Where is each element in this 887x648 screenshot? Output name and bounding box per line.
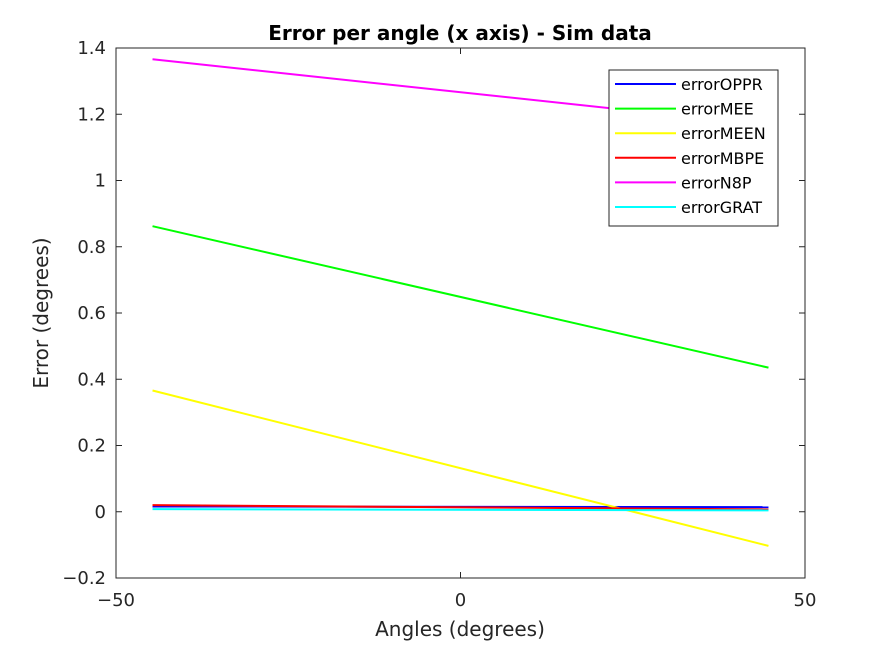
y-tick-label: 0 — [95, 502, 106, 523]
y-tick-label: 0.4 — [77, 369, 106, 390]
y-tick-label: 1 — [95, 171, 106, 192]
x-axis-label: Angles (degrees) — [375, 617, 545, 641]
legend-label-errorMEE: errorMEE — [681, 100, 754, 119]
legend-items: errorOPPR errorMEE errorMEEN errorMBPE error… — [615, 75, 766, 217]
series-line-errorMEE — [152, 225, 769, 369]
legend-label-errorMBPE: errorMBPE — [681, 149, 764, 168]
legend-label-errorGRAT: errorGRAT — [681, 198, 762, 217]
y-axis-label: Error (degrees) — [29, 237, 53, 388]
chart-title: Error per angle (x axis) - Sim data — [268, 21, 652, 45]
y-tick-label: 1.4 — [77, 38, 106, 59]
legend-label-errorN8P: errorN8P — [681, 173, 752, 192]
y-tick-label: 1.2 — [77, 104, 106, 125]
legend-label-errorMEEN: errorMEEN — [681, 124, 766, 143]
y-tick-label: 0.2 — [77, 436, 106, 457]
x-tick-label: 0 — [455, 590, 466, 611]
legend-label-errorOPPR: errorOPPR — [681, 75, 763, 94]
series-line-errorGRAT — [152, 508, 769, 512]
x-tick-label: 50 — [794, 590, 817, 611]
x-tick-label: −50 — [97, 590, 135, 611]
legend: errorOPPR errorMEE errorMEEN errorMBPE error… — [608, 69, 779, 227]
y-tick-label: 0.8 — [77, 237, 106, 258]
y-tick-label: −0.2 — [62, 568, 106, 589]
legend-box — [608, 69, 779, 227]
series-line-errorMBPE — [152, 504, 769, 511]
series-line-errorMEEN — [152, 389, 769, 547]
x-ticks: −50 0 50 — [97, 48, 816, 611]
series-group — [152, 58, 769, 547]
y-tick-label: 0.6 — [77, 303, 106, 324]
y-ticks: −0.2 0 0.2 0.4 0.6 0.8 1 1.2 1.4 — [62, 38, 805, 589]
